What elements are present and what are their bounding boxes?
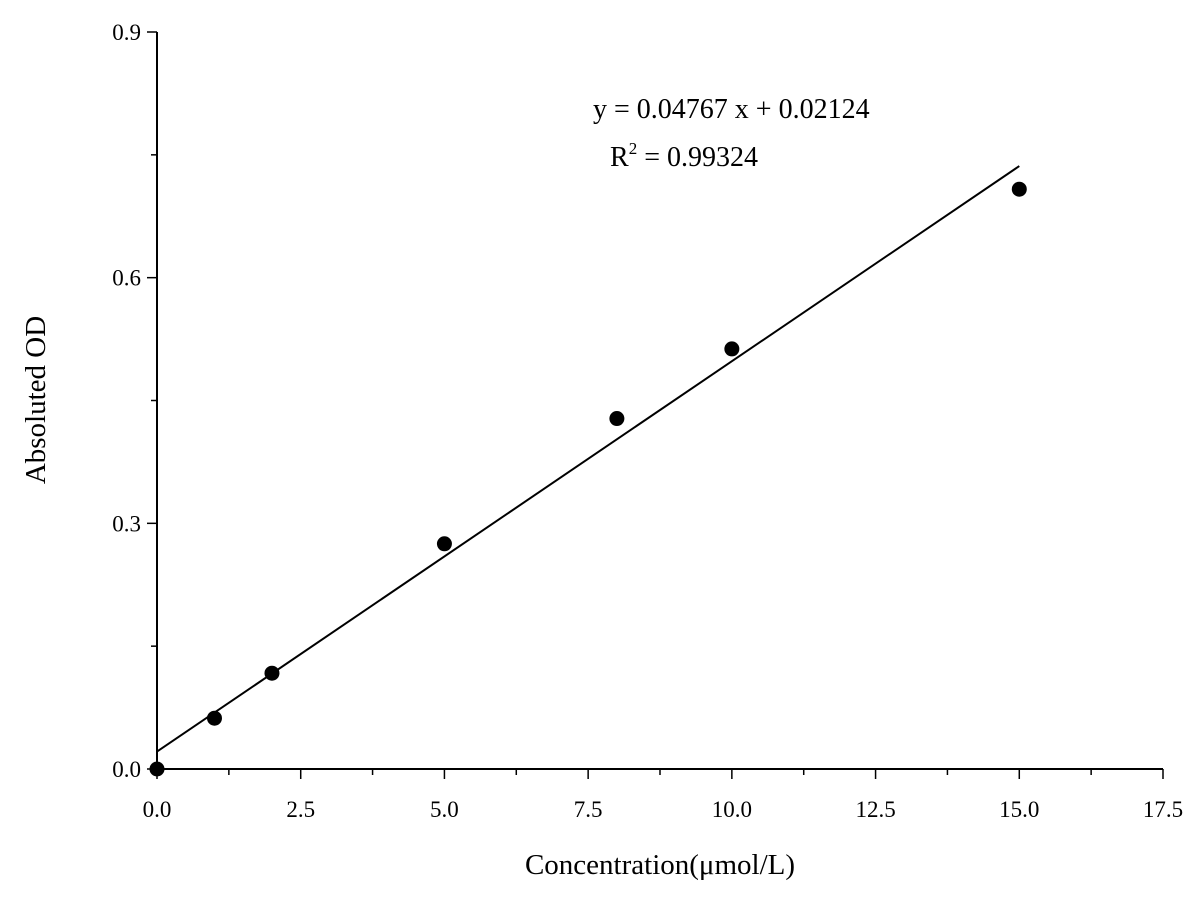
y-axis-label: Absoluted OD	[20, 316, 52, 484]
r-symbol: R	[610, 142, 629, 173]
x-tick-label: 2.5	[286, 797, 315, 822]
data-point	[149, 761, 165, 777]
r-value: = 0.99324	[637, 142, 758, 173]
y-tick-label: 0.3	[112, 511, 141, 536]
data-point	[1011, 181, 1027, 197]
x-tick-label: 5.0	[430, 797, 459, 822]
r-squared: R2 = 0.99324	[610, 139, 758, 173]
fit-line	[156, 165, 1020, 753]
x-tick-label: 0.0	[143, 797, 172, 822]
data-point	[264, 665, 280, 681]
x-tick-label: 15.0	[999, 797, 1039, 822]
data-point	[609, 411, 625, 427]
x-tick-label: 12.5	[855, 797, 895, 822]
equation: y = 0.04767 x + 0.02124	[593, 94, 870, 125]
data-point	[436, 536, 452, 552]
data-point	[724, 341, 740, 357]
r-superscript: 2	[629, 139, 638, 158]
y-tick-label: 0.9	[112, 20, 141, 45]
x-axis-label: Concentration(μmol/L)	[525, 849, 795, 881]
y-tick-label: 0.6	[112, 266, 141, 291]
x-tick-label: 7.5	[574, 797, 603, 822]
x-tick-label: 17.5	[1143, 797, 1183, 822]
x-tick-label: 10.0	[712, 797, 752, 822]
data-point	[206, 710, 222, 726]
y-tick-label: 0.0	[112, 757, 141, 782]
